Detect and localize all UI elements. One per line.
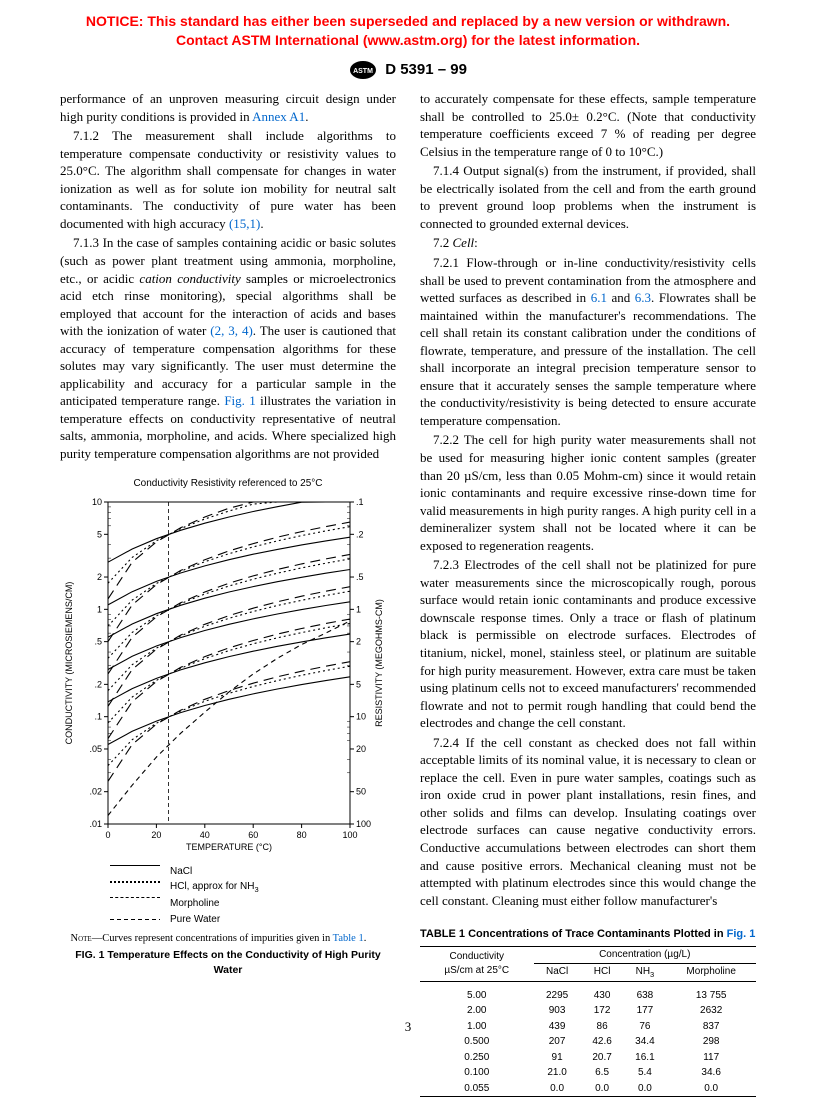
svg-text:1: 1 <box>97 604 102 614</box>
para-7-2-3: 7.2.3 Electrodes of the cell shall not b… <box>420 556 756 731</box>
figure-1: Conductivity Resistivity referenced to 2… <box>60 477 396 977</box>
ref-15-1-link[interactable]: (15,1) <box>229 216 260 231</box>
figure-note: Note—Curves represent concentrations of … <box>60 932 396 946</box>
annex-a1-link[interactable]: Annex A1 <box>252 109 305 124</box>
table-title: TABLE 1 Concentrations of Trace Contamin… <box>420 927 756 942</box>
svg-text:.01: .01 <box>89 819 102 829</box>
sec-6-3-link[interactable]: 6.3 <box>635 290 651 305</box>
notice-banner: NOTICE: This standard has either been su… <box>0 0 816 54</box>
svg-text:10: 10 <box>356 712 366 722</box>
svg-text:.1: .1 <box>94 712 102 722</box>
fig-1-link[interactable]: Fig. 1 <box>224 393 255 408</box>
svg-text:.5: .5 <box>356 572 364 582</box>
sec-6-1-link[interactable]: 6.1 <box>591 290 607 305</box>
svg-text:10: 10 <box>92 497 102 507</box>
svg-text:.05: .05 <box>89 744 102 754</box>
conductivity-chart: 0 20 40 60 80 100 .01 100 .02 50 .05 20 .1 10 .2 5 .5 2 1 1… <box>60 494 390 854</box>
svg-text:0: 0 <box>105 830 110 840</box>
svg-text:60: 60 <box>248 830 258 840</box>
svg-text:.1: .1 <box>356 497 364 507</box>
fig-1-link-in-table[interactable]: Fig. 1 <box>727 928 756 940</box>
figure-caption: FIG. 1 Temperature Effects on the Conduc… <box>60 948 396 976</box>
para-7-2-4: 7.2.4 If the cell constant as checked do… <box>420 734 756 909</box>
legend-item: HCl, approx for NH3 <box>110 880 396 895</box>
svg-text:20: 20 <box>356 744 366 754</box>
svg-text:.2: .2 <box>356 529 364 539</box>
right-column: to accurately compensate for these effec… <box>420 90 756 1097</box>
svg-text:ASTM: ASTM <box>353 68 373 75</box>
table-1: TABLE 1 Concentrations of Trace Contamin… <box>420 927 756 1097</box>
svg-text:CONDUCTIVITY (MICROSIEMENS/CM): CONDUCTIVITY (MICROSIEMENS/CM) <box>64 582 74 745</box>
para-7-1-3: 7.1.3 In the case of samples containing … <box>60 234 396 462</box>
para-7-2: 7.2 Cell: <box>420 234 756 252</box>
svg-text:.2: .2 <box>94 679 102 689</box>
designation-text: D 5391 – 99 <box>385 61 467 78</box>
table-1-link[interactable]: Table 1 <box>333 933 364 944</box>
para-7-1-2: 7.1.2 The measurement shall include algo… <box>60 127 396 232</box>
para-7-2-2: 7.2.2 The cell for high purity water mea… <box>420 431 756 554</box>
astm-logo-icon: ASTM <box>349 60 377 80</box>
svg-text:5: 5 <box>356 679 361 689</box>
left-column: performance of an unproven measuring cir… <box>60 90 396 1097</box>
para-7-1-3-cont: to accurately compensate for these effec… <box>420 90 756 160</box>
svg-text:20: 20 <box>151 830 161 840</box>
svg-text:1: 1 <box>356 604 361 614</box>
svg-text:80: 80 <box>297 830 307 840</box>
legend-item: Morpholine <box>110 897 396 911</box>
svg-text:2: 2 <box>356 637 361 647</box>
para-7-2-1: 7.2.1 Flow-through or in-line conductivi… <box>420 254 756 429</box>
ref-2-3-4-link[interactable]: (2, 3, 4) <box>210 323 253 338</box>
para-7-1-1-cont: performance of an unproven measuring cir… <box>60 90 396 125</box>
svg-text:100: 100 <box>356 819 371 829</box>
page-number: 3 <box>0 1018 816 1036</box>
svg-text:2: 2 <box>97 572 102 582</box>
para-7-1-4: 7.1.4 Output signal(s) from the instrume… <box>420 162 756 232</box>
standard-header: ASTM D 5391 – 99 <box>0 60 816 80</box>
svg-text:100: 100 <box>342 830 357 840</box>
svg-text:50: 50 <box>356 787 366 797</box>
legend-item: NaCl <box>110 865 396 879</box>
legend-item: Pure Water <box>110 913 396 927</box>
svg-text:RESISTIVITY (MEGOHMS-CM): RESISTIVITY (MEGOHMS-CM) <box>374 599 384 727</box>
chart-legend: NaClHCl, approx for NH3 Morpholine Pure Wa… <box>110 865 396 927</box>
main-columns: performance of an unproven measuring cir… <box>0 90 816 1097</box>
svg-text:40: 40 <box>200 830 210 840</box>
chart-title: Conductivity Resistivity referenced to 2… <box>60 477 396 491</box>
svg-text:5: 5 <box>97 529 102 539</box>
svg-text:TEMPERATURE (°C): TEMPERATURE (°C) <box>186 842 272 852</box>
svg-text:.02: .02 <box>89 787 102 797</box>
svg-text:.5: .5 <box>94 637 102 647</box>
